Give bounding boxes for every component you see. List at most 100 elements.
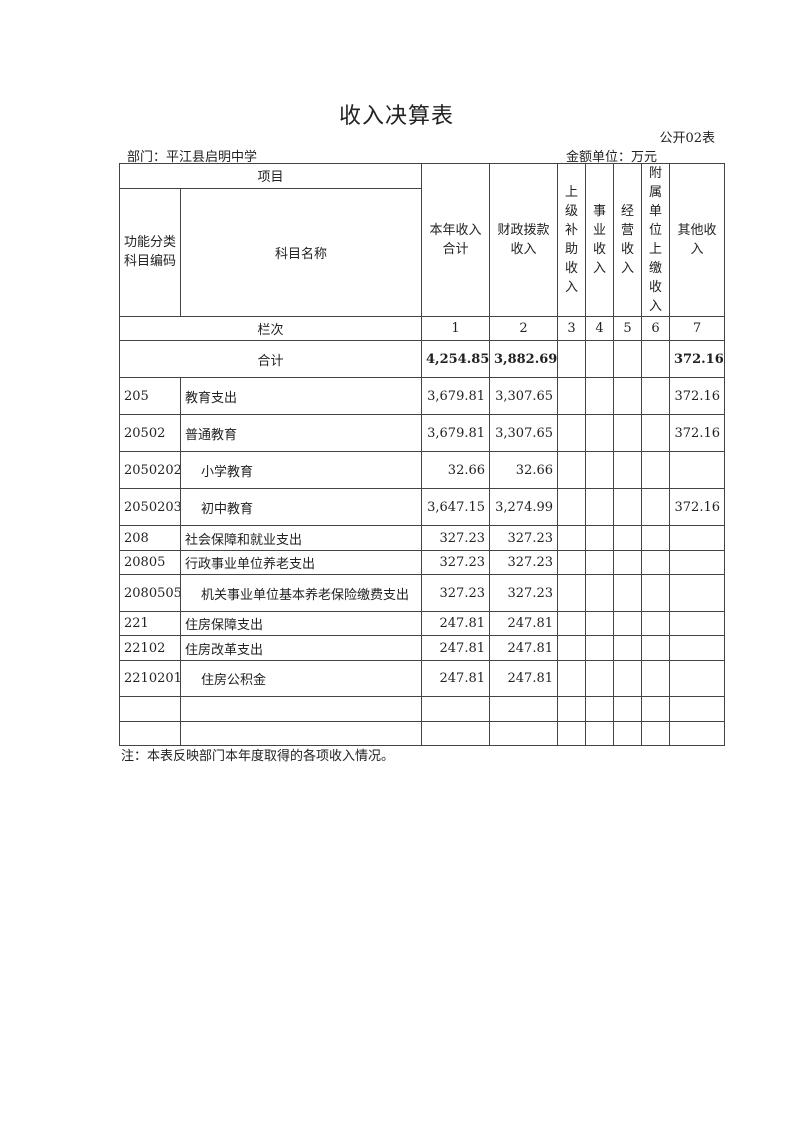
row-name: 社会保障和就业支出 (179, 525, 423, 551)
row-value (585, 488, 615, 526)
row-code: 205 (119, 377, 181, 415)
row-value: 247.81 (421, 660, 491, 697)
row-value (557, 611, 587, 636)
total-value (641, 340, 671, 378)
header-col-5: 经营收入 (613, 163, 643, 317)
row-value: 327.23 (489, 574, 559, 612)
row-value (613, 635, 643, 661)
seq-4: 4 (585, 316, 615, 341)
row-value (557, 525, 587, 551)
row-value: 372.16 (669, 414, 726, 452)
row-name: 住房保障支出 (179, 611, 423, 636)
row-value (557, 660, 587, 697)
row-code: 221 (119, 611, 181, 636)
page-title: 收入决算表 (338, 104, 454, 129)
seq-6: 6 (641, 316, 671, 341)
total-row: 合计 4,254.85 3,882.69 372.16 (118, 340, 726, 378)
row-value (585, 414, 615, 452)
row-value: 327.23 (421, 525, 491, 551)
row-value: 327.23 (489, 550, 559, 575)
row-code: 2050203 (119, 488, 181, 526)
column-sequence-label: 栏次 (118, 316, 423, 341)
row-value (585, 451, 615, 489)
row-value (669, 635, 726, 661)
row-value: 3,679.81 (421, 414, 491, 452)
row-name: 住房公积金 (179, 660, 423, 697)
header-col-2: 财政拨款收入 (489, 163, 559, 317)
row-value (557, 635, 587, 661)
row-name: 机关事业单位基本养老保险缴费支出 (179, 574, 423, 612)
row-value: 327.23 (421, 550, 491, 575)
table-row: 208 社会保障和就业支出 327.23 327.23 (119, 525, 726, 551)
seq-3: 3 (557, 316, 587, 341)
header-item: 项目 (118, 163, 423, 189)
row-code: 20805 (119, 550, 181, 575)
row-value (641, 451, 671, 489)
row-value (613, 525, 643, 551)
row-value (613, 550, 643, 575)
row-value (585, 574, 615, 612)
row-value (613, 414, 643, 452)
row-value (669, 451, 726, 489)
row-value (641, 488, 671, 526)
total-value (557, 340, 587, 378)
row-value: 247.81 (489, 611, 559, 636)
header-col-3: 上级补助收入 (557, 163, 587, 317)
row-value (557, 550, 587, 575)
row-value (641, 550, 671, 575)
row-value (613, 488, 643, 526)
row-value (585, 550, 615, 575)
total-value (613, 340, 643, 378)
row-code: 22102 (119, 635, 181, 661)
row-value (585, 660, 615, 697)
row-value: 372.16 (669, 377, 726, 415)
table-row: 22102 住房改革支出 247.81 247.81 (119, 635, 726, 661)
table-row: 205 教育支出 3,679.81 3,307.65 372.16 (119, 377, 726, 415)
row-value (557, 488, 587, 526)
row-value (585, 635, 615, 661)
footnote: 注：本表反映部门本年度取得的各项收入情况。 (121, 749, 395, 764)
row-value (557, 377, 587, 415)
row-value (557, 574, 587, 612)
row-value (669, 660, 726, 697)
row-value: 372.16 (669, 488, 726, 526)
header-code: 功能分类科目编码 (119, 187, 181, 318)
row-value (669, 525, 726, 551)
row-code: 208 (119, 525, 181, 551)
row-value: 3,647.15 (421, 488, 491, 526)
header-col-1: 本年收入合计 (421, 163, 491, 317)
total-value: 4,254.85 (421, 340, 491, 378)
row-value (557, 414, 587, 452)
header-col-7: 其他收入 (669, 163, 726, 317)
seq-5: 5 (613, 316, 643, 341)
income-table: 项目 本年收入合计 财政拨款收入 上级补助收入 事业收入 经营收入 附属单位上缴… (118, 163, 726, 746)
row-value: 3,307.65 (489, 377, 559, 415)
form-number: 公开02表 (659, 131, 715, 146)
header-col-4: 事业收入 (585, 163, 615, 317)
row-value: 247.81 (421, 635, 491, 661)
row-value (585, 377, 615, 415)
department-label: 部门：平江县启明中学 (127, 150, 258, 165)
row-value (613, 451, 643, 489)
total-value: 372.16 (669, 340, 726, 378)
row-code: 2050202 (119, 451, 181, 489)
row-name: 普通教育 (179, 414, 423, 452)
row-value (613, 660, 643, 697)
row-value (585, 525, 615, 551)
row-value: 247.81 (421, 611, 491, 636)
row-name: 初中教育 (179, 488, 423, 526)
row-name: 小学教育 (179, 451, 423, 489)
total-value: 3,882.69 (489, 340, 559, 378)
row-value (613, 574, 643, 612)
row-code: 2080505 (119, 574, 181, 612)
seq-2: 2 (489, 316, 559, 341)
row-value (669, 611, 726, 636)
row-name: 行政事业单位养老支出 (179, 550, 423, 575)
table-row: 2050202 小学教育 32.66 32.66 (119, 451, 726, 489)
row-value: 247.81 (489, 660, 559, 697)
row-value: 3,274.99 (489, 488, 559, 526)
header-col-6: 附属单位上缴收入 (641, 163, 671, 317)
header-name: 科目名称 (179, 187, 423, 318)
row-value: 247.81 (489, 635, 559, 661)
row-value (613, 611, 643, 636)
